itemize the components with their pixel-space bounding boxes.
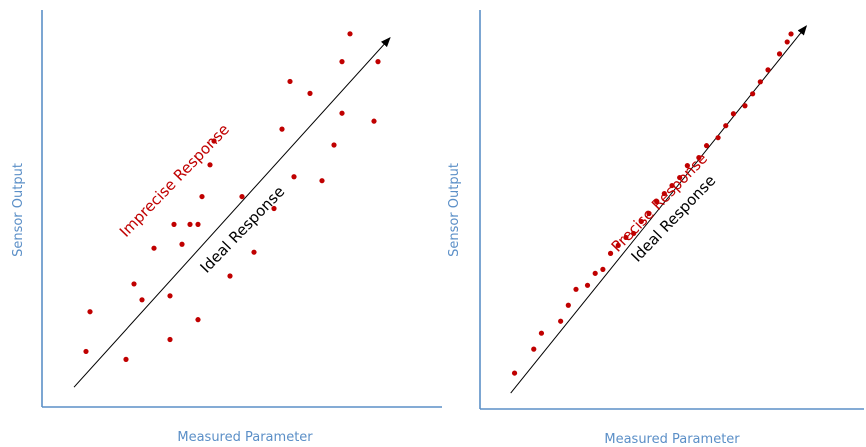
data-point — [227, 273, 233, 279]
data-point — [83, 348, 89, 355]
y-axis-title: Sensor Output — [11, 163, 26, 257]
data-point — [723, 123, 729, 129]
data-point — [684, 163, 690, 169]
data-point — [319, 178, 325, 184]
data-point — [600, 266, 606, 272]
data-point — [179, 241, 185, 247]
data-point — [87, 309, 93, 315]
data-point — [661, 190, 667, 197]
data-point — [251, 249, 257, 255]
data-point — [199, 193, 205, 200]
data-point — [371, 118, 377, 124]
data-point — [788, 31, 794, 37]
data-point — [339, 59, 345, 65]
data-point — [742, 103, 748, 109]
data-point — [703, 143, 710, 149]
data-point — [239, 193, 245, 200]
ideal-response-line — [73, 37, 391, 388]
data-point — [331, 142, 337, 148]
data-point — [531, 346, 537, 352]
data-point — [669, 182, 675, 189]
data-point — [638, 218, 644, 225]
data-point — [375, 59, 381, 65]
data-point — [784, 39, 790, 45]
imprecise-response-points — [83, 31, 381, 362]
data-point — [339, 110, 345, 116]
x-axis-title: Measured Parameter — [604, 432, 740, 447]
data-point — [538, 330, 545, 336]
data-point — [195, 221, 201, 227]
data-point — [615, 242, 621, 249]
data-point — [195, 317, 201, 323]
data-point — [187, 221, 193, 227]
precise-response-points — [511, 31, 794, 376]
data-point — [511, 370, 518, 376]
data-point — [696, 155, 702, 161]
data-point — [123, 356, 129, 362]
data-point — [765, 67, 771, 73]
data-point — [776, 51, 783, 57]
data-point — [750, 91, 756, 97]
data-point — [347, 31, 353, 37]
precise-response-plot: Measured Parameter Sensor Output Precise… — [447, 10, 864, 447]
data-point — [287, 78, 293, 85]
x-axis-title: Measured Parameter — [177, 430, 313, 445]
data-point — [307, 90, 313, 96]
data-point — [207, 162, 213, 168]
data-point — [607, 250, 614, 256]
data-point — [271, 205, 277, 212]
data-point — [654, 198, 660, 205]
data-point — [646, 210, 652, 217]
data-point — [131, 281, 137, 287]
data-point — [291, 174, 297, 180]
data-point — [171, 221, 177, 227]
data-point — [730, 111, 737, 117]
data-point — [715, 135, 721, 141]
data-point — [167, 293, 173, 299]
data-point — [584, 282, 591, 288]
data-point — [757, 79, 763, 85]
data-point — [573, 286, 579, 292]
data-point — [558, 318, 564, 324]
data-point — [623, 234, 629, 241]
data-point — [592, 270, 598, 276]
data-point — [279, 126, 285, 132]
data-point — [565, 302, 571, 308]
y-axis-title: Sensor Output — [447, 163, 462, 257]
data-point — [211, 138, 217, 144]
data-point — [631, 230, 637, 237]
ideal-response-line — [510, 25, 808, 394]
imprecise-response-plot: Measured Parameter Sensor Output Impreci… — [11, 10, 442, 445]
data-point — [167, 336, 173, 343]
data-point — [139, 297, 145, 303]
data-point — [677, 174, 683, 181]
data-point — [151, 245, 157, 251]
